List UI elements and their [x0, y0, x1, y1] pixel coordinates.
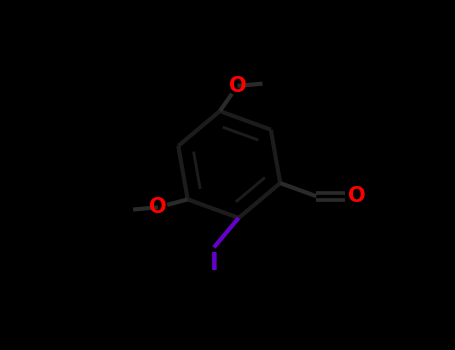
Text: O: O	[149, 197, 167, 217]
Text: O: O	[348, 186, 366, 206]
Text: O: O	[229, 76, 246, 96]
Text: I: I	[210, 251, 218, 275]
